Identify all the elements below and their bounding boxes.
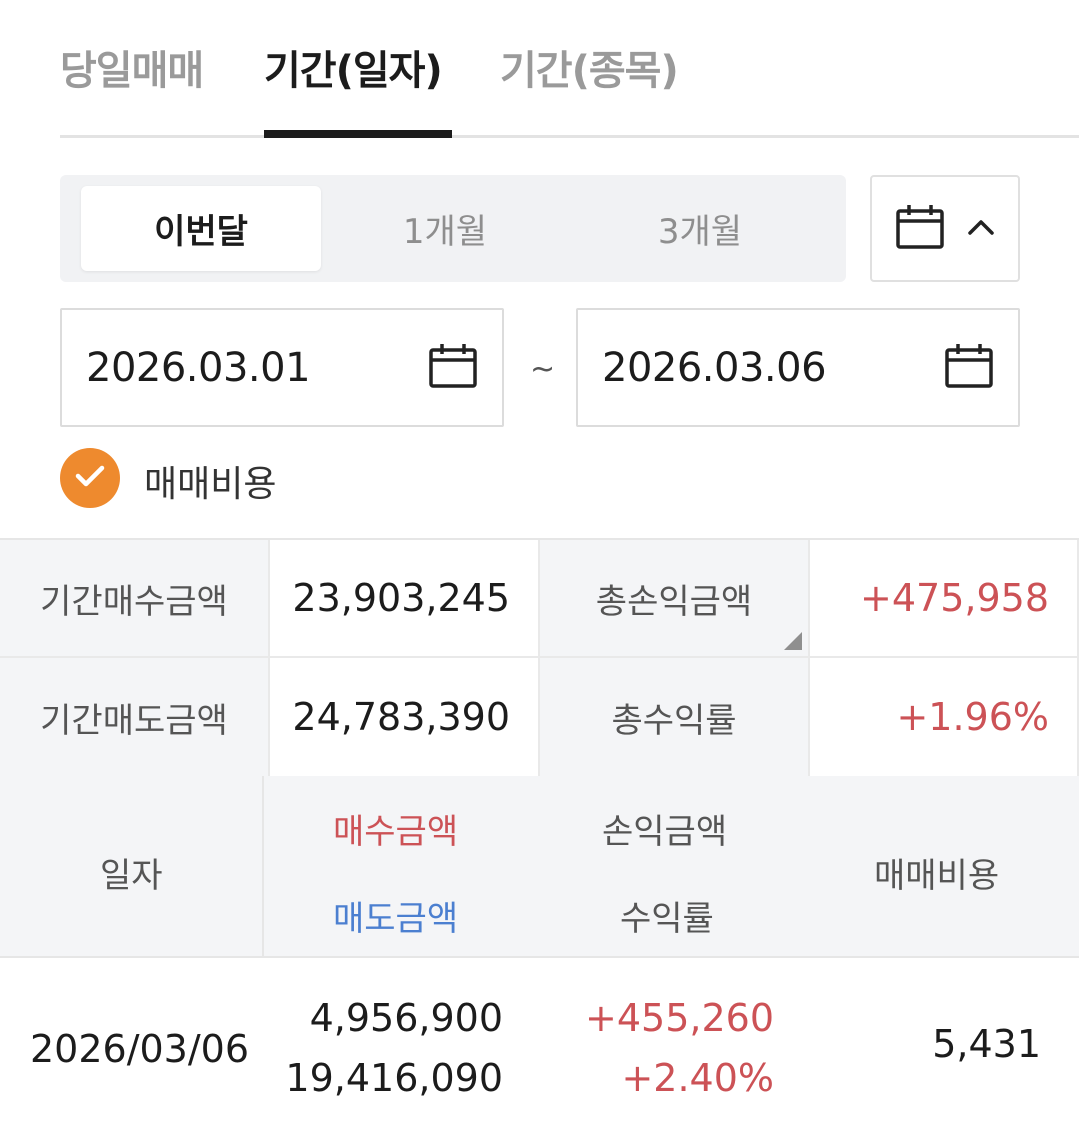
period-segmented-control: 이번달 1개월 3개월 bbox=[60, 175, 846, 282]
period-sell-amount-label: 기간매도금액 bbox=[0, 658, 270, 778]
total-pnl-label-text: 총손익금액 bbox=[595, 581, 753, 622]
calendar-icon[interactable] bbox=[944, 343, 994, 393]
summary-table: 기간매수금액 23,903,245 총손익금액 +475,958 기간매도금액 … bbox=[0, 538, 1079, 778]
start-date-field[interactable]: 2026.03.01 bbox=[60, 308, 504, 427]
calendar-toggle-button[interactable] bbox=[870, 175, 1020, 282]
detail-table-header: 일자 매수금액 매도금액 손익금액 수익률 매매비용 bbox=[0, 776, 1079, 958]
date-range-separator: ~ bbox=[530, 352, 556, 387]
header-pnl-amount: 손익금액 bbox=[602, 812, 728, 852]
row-pnl-amount: +455,260 bbox=[585, 996, 774, 1040]
calendar-icon bbox=[895, 204, 945, 254]
end-date-value: 2026.03.06 bbox=[602, 344, 827, 391]
start-date-value: 2026.03.01 bbox=[86, 344, 311, 391]
column-divider bbox=[262, 776, 264, 1125]
tab-period-by-stock[interactable]: 기간(종목) bbox=[500, 48, 679, 94]
check-icon bbox=[74, 463, 106, 493]
active-tab-indicator bbox=[264, 130, 452, 138]
fee-checkbox[interactable] bbox=[60, 448, 120, 508]
row-fee: 5,431 bbox=[932, 1022, 1041, 1066]
tab-today-trades[interactable]: 당일매매 bbox=[60, 48, 204, 94]
period-this-month-button[interactable]: 이번달 bbox=[81, 186, 321, 271]
row-date: 2026/03/06 bbox=[30, 1027, 250, 1071]
end-date-field[interactable]: 2026.03.06 bbox=[576, 308, 1020, 427]
row-return-rate: +2.40% bbox=[621, 1056, 774, 1100]
header-sell-amount: 매도금액 bbox=[333, 899, 459, 939]
period-1-month-button[interactable]: 1개월 bbox=[402, 212, 488, 252]
header-buy-amount: 매수금액 bbox=[333, 812, 459, 852]
total-pnl-value: +475,958 bbox=[810, 540, 1079, 658]
info-corner-icon bbox=[784, 632, 802, 650]
tab-divider bbox=[60, 135, 1079, 138]
period-sell-amount-value: 24,783,390 bbox=[270, 658, 540, 778]
fee-checkbox-label[interactable]: 매매비용 bbox=[144, 464, 277, 505]
period-buy-amount-label: 기간매수금액 bbox=[0, 540, 270, 658]
total-return-value: +1.96% bbox=[810, 658, 1079, 778]
row-sell-amount: 19,416,090 bbox=[285, 1056, 503, 1100]
table-row[interactable]: 2026/03/06 4,956,900 19,416,090 +455,260… bbox=[0, 958, 1079, 1125]
period-3-month-button[interactable]: 3개월 bbox=[657, 212, 743, 252]
chevron-up-icon bbox=[967, 218, 995, 240]
period-buy-amount-value: 23,903,245 bbox=[270, 540, 540, 658]
header-return-rate: 수익률 bbox=[620, 899, 714, 939]
total-return-label: 총수익률 bbox=[540, 658, 810, 778]
tab-period-by-date[interactable]: 기간(일자) bbox=[264, 48, 443, 94]
calendar-icon[interactable] bbox=[428, 343, 478, 393]
total-pnl-label[interactable]: 총손익금액 bbox=[540, 540, 810, 658]
header-date: 일자 bbox=[100, 856, 163, 896]
header-fee: 매매비용 bbox=[874, 856, 1000, 896]
row-buy-amount: 4,956,900 bbox=[309, 996, 503, 1040]
